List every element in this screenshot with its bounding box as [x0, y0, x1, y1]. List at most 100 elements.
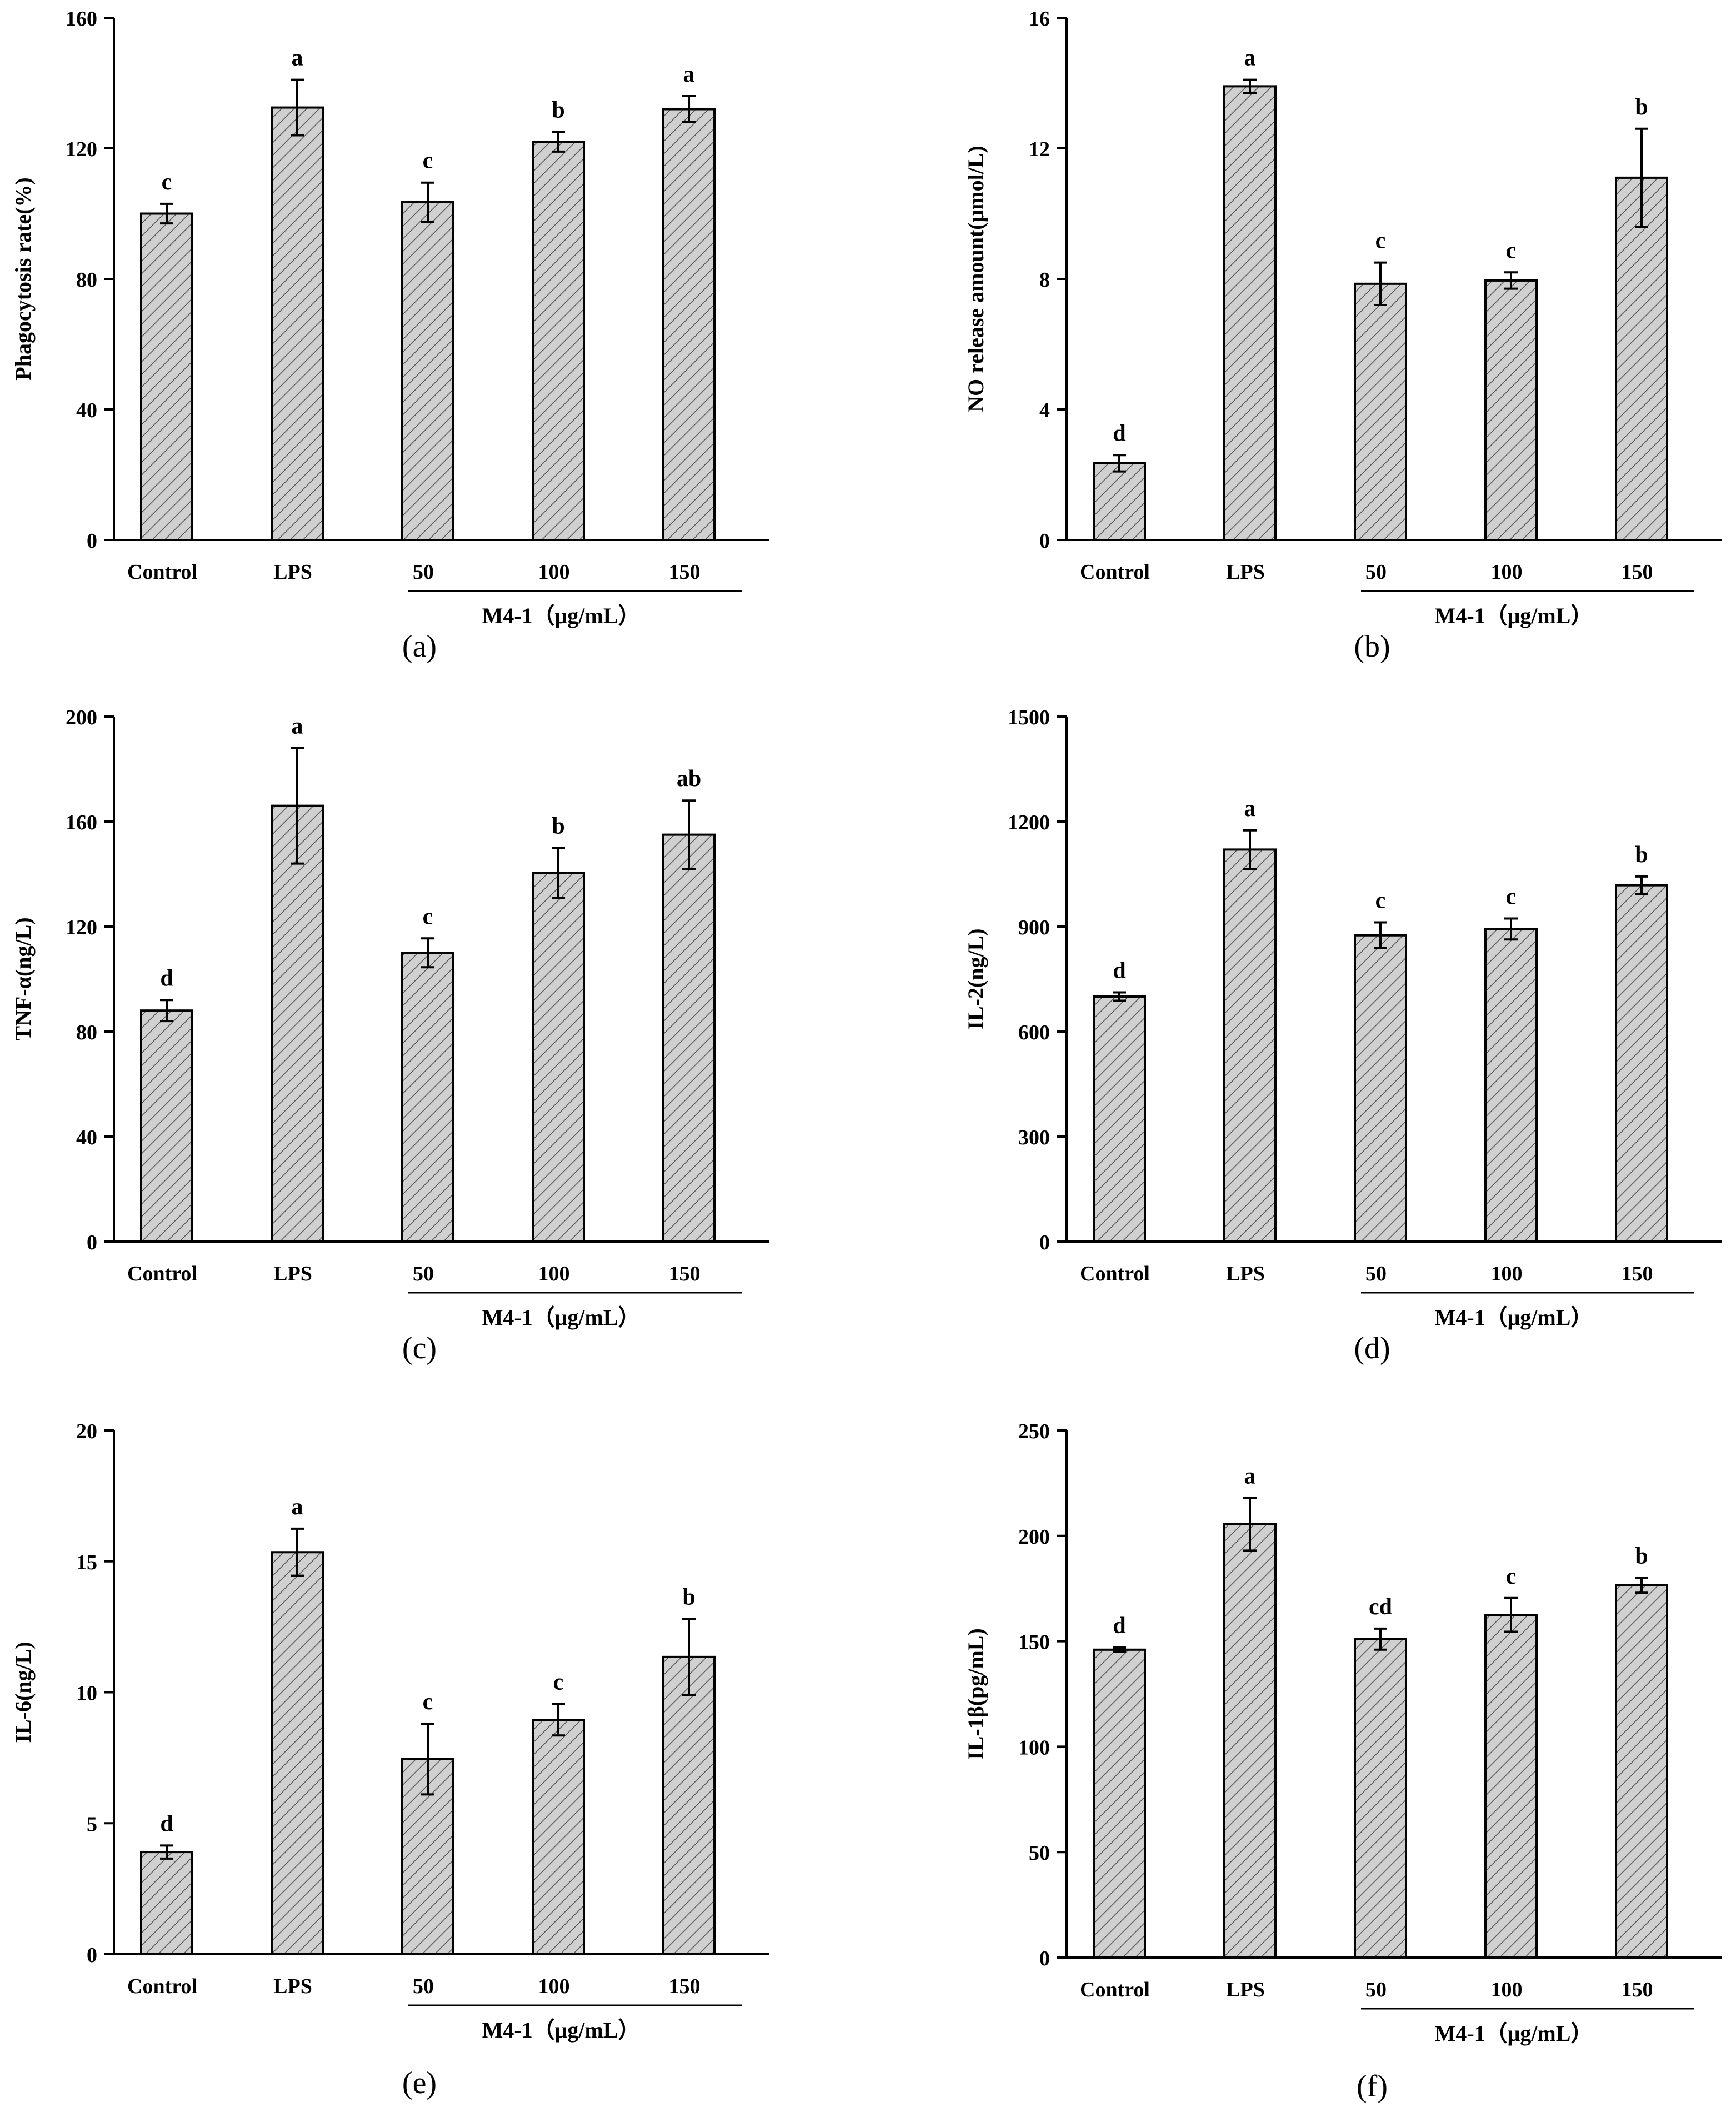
y-tick-label: 40 [76, 1126, 97, 1149]
x-tick-label: 150 [1622, 1262, 1653, 1285]
y-tick-label: 0 [1039, 1947, 1050, 1970]
bar-lps [1223, 848, 1277, 1243]
y-tick-label: 900 [1018, 916, 1050, 939]
significance-letter: c [1506, 884, 1517, 910]
x-tick-label: 150 [669, 1262, 701, 1285]
y-tick-label: 160 [66, 811, 97, 834]
x-tick-label: 100 [1491, 1978, 1523, 2001]
y-axis-title: IL-2(ng/L) [963, 928, 988, 1029]
y-tick-label: 4 [1039, 399, 1050, 422]
x-tick-label: 150 [669, 560, 701, 584]
bar-100 [532, 1719, 585, 1956]
error-bar [1113, 991, 1126, 1002]
x-tick-label: 50 [1365, 560, 1387, 584]
bar-100 [1484, 279, 1538, 541]
error-bar [1374, 1627, 1387, 1651]
error-bar [552, 847, 565, 899]
bar-150 [662, 108, 716, 541]
significance-letter: c [1375, 888, 1386, 913]
significance-letter: b [1635, 94, 1648, 120]
y-axis-title: IL-6(ng/L) [11, 1641, 36, 1743]
significance-letter: a [292, 1494, 303, 1520]
x-axis-title: M4-1（μg/mL） [1435, 603, 1593, 628]
y-tick-label: 100 [1018, 1736, 1050, 1759]
chart-panel-c: 0 40 80 120 160 200 TNF-α(ng/L) d Control a LPS c 50… [11, 706, 769, 1365]
y-tick-label: 80 [76, 268, 97, 292]
significance-letter: b [1635, 842, 1648, 868]
x-tick-label: LPS [273, 1975, 312, 1998]
bar-lps [1223, 1523, 1277, 1959]
bar-lps [271, 804, 324, 1243]
x-tick-label: 50 [413, 1975, 434, 1998]
chart-panel-f: 0 50 100 150 200 250 IL-1β(pg/mL) d Control a LPS c… [963, 1420, 1722, 2104]
significance-letter: c [1506, 1564, 1517, 1589]
x-tick-label: 150 [669, 1975, 701, 1998]
y-tick-label: 40 [76, 399, 97, 422]
x-tick-label: 50 [413, 1262, 434, 1285]
error-bar [291, 78, 304, 137]
bar-150 [662, 833, 716, 1243]
significance-letter: a [1244, 46, 1256, 71]
panel-label: (b) [1354, 629, 1390, 664]
error-bar [682, 799, 696, 870]
x-tick-label: Control [1080, 1978, 1150, 2001]
x-tick-label: 50 [1365, 1978, 1387, 2001]
x-axis-title: M4-1（μg/mL） [482, 2018, 641, 2043]
x-tick-label: 50 [413, 560, 434, 584]
significance-letter: c [423, 1689, 433, 1715]
significance-letter: a [292, 46, 303, 71]
y-axis-title: NO release amount(μmol/L) [963, 146, 988, 412]
chart-panel-e: 0 5 10 15 20 IL-6(ng/L) d Control a LPS c 50 c 100 b 15… [11, 1420, 769, 2100]
x-tick-label: 50 [1365, 1262, 1387, 1285]
significance-letter: b [682, 1584, 695, 1610]
error-bar [682, 1618, 696, 1696]
x-tick-label: 100 [538, 560, 570, 584]
significance-letter: a [1244, 1463, 1256, 1489]
bar-100 [532, 141, 585, 541]
error-bar [291, 747, 304, 865]
x-tick-label: 150 [1622, 1978, 1653, 2001]
x-tick-label: Control [1080, 560, 1150, 584]
significance-letter: c [1506, 238, 1517, 263]
y-tick-label: 5 [87, 1813, 97, 1836]
y-tick-label: 80 [76, 1021, 97, 1044]
x-tick-label: 100 [1491, 560, 1523, 584]
bar-lps [271, 1551, 324, 1956]
x-axis-title: M4-1（μg/mL） [482, 603, 641, 628]
error-bar [160, 999, 173, 1023]
y-tick-label: 16 [1029, 7, 1050, 31]
panel-label: (e) [402, 2066, 437, 2100]
significance-letter: a [1244, 796, 1256, 822]
significance-letter: c [162, 169, 172, 195]
bar-control [1093, 462, 1146, 541]
x-axis-title: M4-1（μg/mL） [1435, 2021, 1593, 2046]
error-bar [1243, 829, 1257, 870]
error-bar [552, 131, 565, 153]
y-tick-label: 20 [76, 1420, 97, 1443]
y-tick-label: 0 [87, 1231, 97, 1254]
error-bar [1635, 1577, 1648, 1594]
error-bar [160, 1844, 173, 1860]
x-tick-label: LPS [1226, 1262, 1265, 1285]
error-bar [1374, 261, 1387, 306]
error-bar [421, 937, 434, 969]
significance-letter: d [1113, 1613, 1125, 1639]
significance-letter: d [160, 1811, 173, 1836]
y-tick-label: 600 [1018, 1021, 1050, 1044]
chart-panel-a: 0 40 80 120 160 Phagocytosis rate(%) c Control a… [11, 7, 769, 664]
y-axis-title: TNF-α(ng/L) [11, 917, 36, 1040]
x-tick-label: 150 [1622, 560, 1653, 584]
x-tick-label: LPS [1226, 1978, 1265, 2001]
error-bar [1504, 1596, 1518, 1633]
panel-label: (d) [1354, 1331, 1390, 1365]
significance-letter: c [423, 904, 433, 929]
bar-50 [1354, 282, 1407, 541]
y-tick-label: 300 [1018, 1126, 1050, 1149]
significance-letter: b [552, 98, 564, 123]
bar-150 [662, 1655, 716, 1955]
x-tick-label: Control [127, 1262, 197, 1285]
bar-control [1093, 995, 1146, 1243]
y-tick-label: 10 [76, 1682, 97, 1705]
y-tick-label: 150 [1018, 1631, 1050, 1654]
bar-150 [1615, 1584, 1668, 1959]
